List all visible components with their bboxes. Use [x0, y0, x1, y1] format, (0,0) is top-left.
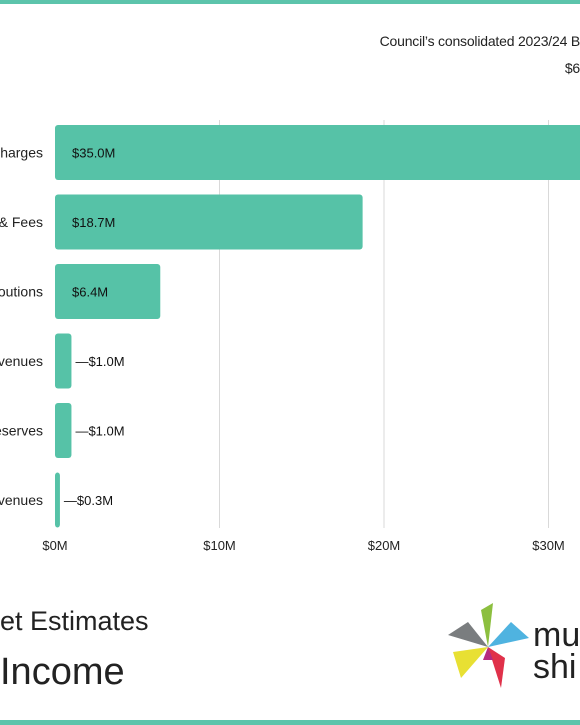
bottom-border: [0, 720, 580, 725]
category-label-0: harges: [0, 145, 43, 161]
logo-petal-green: [481, 603, 493, 647]
logo-petal-grey: [448, 622, 488, 647]
bar-2: [55, 264, 161, 319]
category-label-5: venues: [0, 492, 43, 508]
logo-text-line-2: shi: [533, 648, 577, 686]
x-tick-label-3: $30M: [532, 538, 565, 553]
x-tick-label-2: $20M: [368, 538, 401, 553]
bar-chart: harges $35.0M & Fees $18.7M outions $6.4M venu…: [0, 120, 580, 553]
value-label-0: $35.0M: [72, 146, 115, 161]
bar-1: [55, 194, 363, 250]
value-label-4: —$1.0M: [75, 424, 124, 439]
top-border: [0, 0, 580, 4]
category-label-3: venues: [0, 353, 43, 369]
shire-logo-icon: [448, 603, 529, 688]
x-tick-label-0: $0M: [42, 538, 67, 553]
bar-5: [55, 472, 60, 528]
footer-title-line-1: et Estimates: [0, 606, 149, 636]
value-label-1: $18.7M: [72, 215, 115, 230]
bar-0: [55, 125, 580, 180]
logo-petal-blue: [488, 622, 529, 647]
logo-text-line-1: mu: [533, 616, 580, 654]
category-label-1: & Fees: [0, 214, 43, 230]
logo-petal-yellow: [453, 647, 488, 678]
logo-center: [483, 647, 493, 660]
bar-3: [55, 333, 72, 389]
value-label-2: $6.4M: [72, 285, 108, 300]
bar-4: [55, 403, 72, 458]
value-label-5: —$0.3M: [64, 493, 113, 508]
footer-title-line-2: Income: [0, 651, 125, 693]
chart-subtitle-line-2: $6: [564, 60, 580, 76]
category-label-4: eserves: [0, 423, 43, 439]
x-tick-label-1: $10M: [203, 538, 236, 553]
value-label-3: —$1.0M: [75, 354, 124, 369]
category-label-2: outions: [0, 284, 43, 300]
chart-subtitle-line-1: Council’s consolidated 2023/24 B: [379, 33, 580, 49]
logo-petal-red: [488, 647, 505, 688]
